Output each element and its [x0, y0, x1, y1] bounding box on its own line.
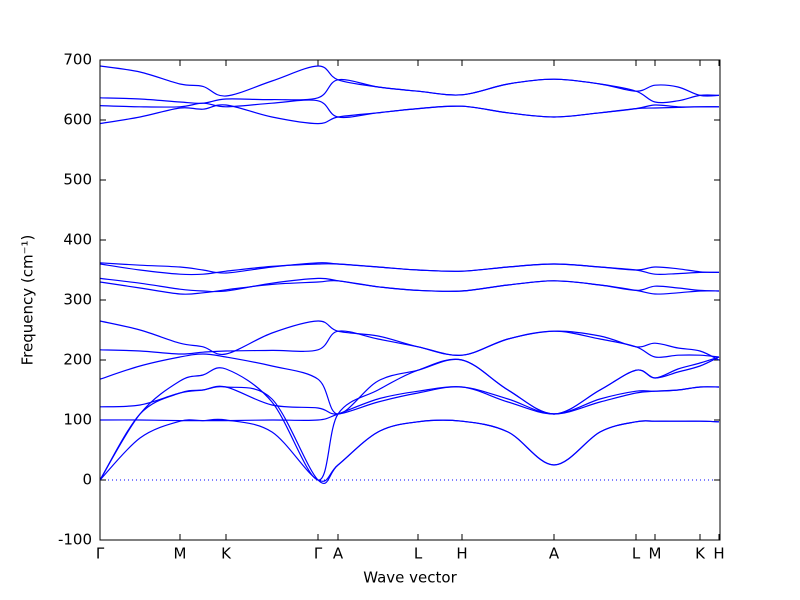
- band-line: [99, 320, 720, 361]
- x-tick-label: Γ: [314, 545, 323, 563]
- x-axis-label: Wave vector: [363, 569, 457, 587]
- x-tick-label: K: [221, 545, 232, 563]
- band-line: [99, 353, 720, 415]
- y-axis-label: Frequency (cm⁻¹): [19, 235, 37, 366]
- band-line: [99, 277, 720, 293]
- x-tick-label: M: [174, 545, 187, 563]
- y-tick-label: 100: [63, 411, 92, 429]
- plot-frame: [99, 59, 721, 541]
- band-line: [99, 386, 720, 422]
- x-tick-label: L: [632, 545, 641, 563]
- y-tick-label: 600: [63, 111, 92, 129]
- x-tick-label: H: [713, 545, 724, 563]
- y-tick-label: 300: [63, 291, 92, 309]
- y-tick-label: 0: [82, 471, 92, 489]
- y-tick-label: 200: [63, 351, 92, 369]
- x-tick-label: K: [695, 545, 706, 563]
- x-tick-label: M: [649, 545, 662, 563]
- x-tick-label: A: [333, 545, 344, 563]
- y-tick-label: 400: [63, 231, 92, 249]
- y-tick-label: 700: [63, 51, 92, 69]
- y-tick-label: -100: [58, 531, 92, 549]
- x-tick-label: Γ: [96, 545, 105, 563]
- x-tick-label: L: [414, 545, 423, 563]
- y-tick-label: 500: [63, 171, 92, 189]
- x-tick-label: H: [456, 545, 467, 563]
- x-tick-label: A: [549, 545, 560, 563]
- band-line: [99, 65, 720, 97]
- band-line: [99, 262, 720, 274]
